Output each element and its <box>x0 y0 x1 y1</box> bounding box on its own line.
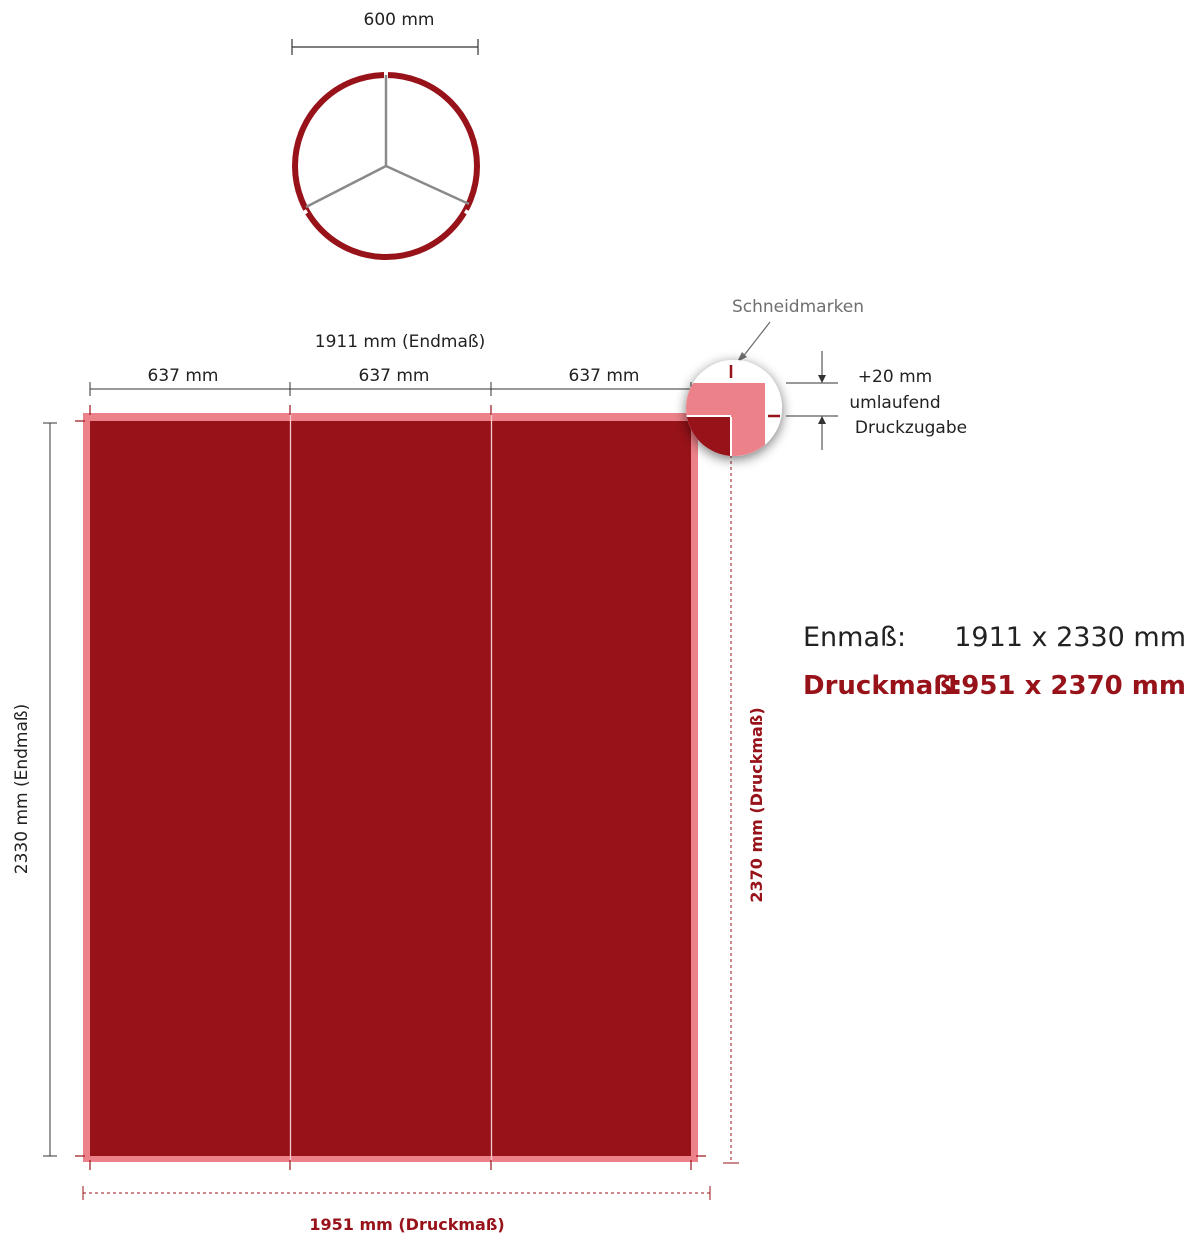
panel-width-label-2: 637 mm <box>359 366 430 386</box>
print-width-dimension <box>82 1186 711 1200</box>
summary-print-label: Druckmaß: <box>803 671 962 701</box>
bleed-arrow-down <box>818 375 826 383</box>
bleed-arrow-up <box>818 416 826 424</box>
stand-base-icon <box>292 70 480 260</box>
panel-width-label-1: 637 mm <box>148 366 219 386</box>
bleed-dimension <box>786 351 838 450</box>
print-height-dimension <box>723 413 739 1164</box>
summary-print-value: 1951 x 2370 mm <box>943 671 1186 701</box>
banner-print-area <box>83 413 698 1162</box>
summary-end-value: 1911 x 2330 mm <box>954 622 1186 653</box>
bleed-line-2: umlaufend <box>849 393 940 413</box>
end-height-dimension <box>43 422 57 1157</box>
cut-marks-pointer-arrow <box>737 352 747 362</box>
print-height-label: 2370 mm (Druckmaß) <box>747 707 766 902</box>
cut-marks-pointer <box>741 321 771 359</box>
print-width-label: 1951 mm (Druckmaß) <box>309 1215 504 1234</box>
stand-diameter-label: 600 mm <box>364 10 435 30</box>
bleed-line-1: +20 mm <box>858 367 932 387</box>
end-height-label: 2330 mm (Endmaß) <box>12 704 32 874</box>
panel-width-label-3: 637 mm <box>569 366 640 386</box>
end-width-label: 1911 mm (Endmaß) <box>315 332 485 352</box>
zoom-detail <box>686 360 782 456</box>
bleed-line-3: Druckzugabe <box>855 418 967 438</box>
cut-marks-label: Schneidmarken <box>732 297 864 317</box>
summary-end-label: Enmaß: <box>803 622 906 653</box>
stand-dimension: 600 mm <box>291 10 479 55</box>
